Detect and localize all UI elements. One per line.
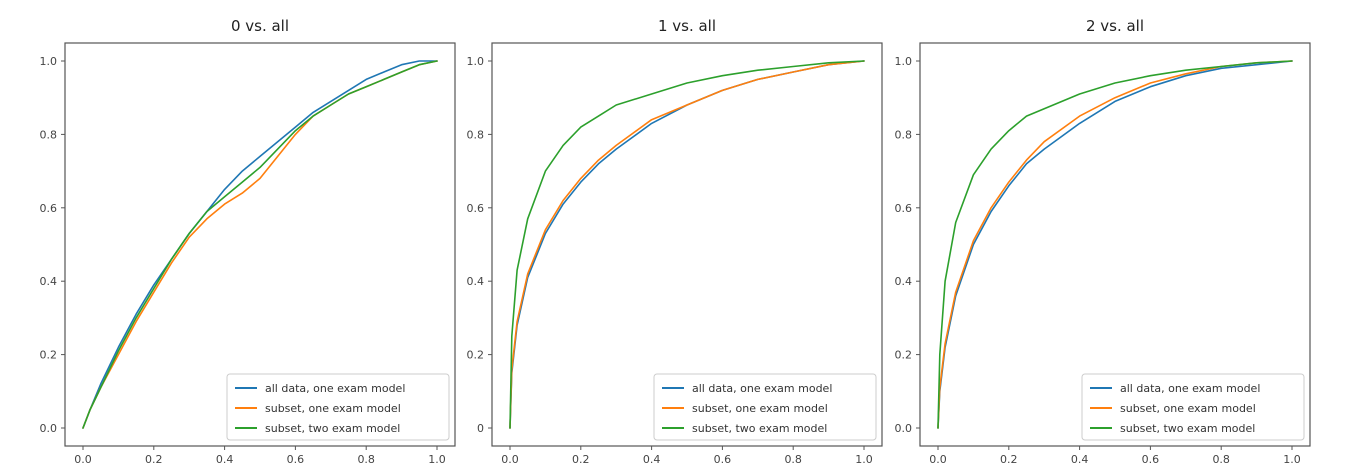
- series-line-2: [82, 60, 438, 429]
- y-tick-label: 0.2: [895, 349, 913, 362]
- legend: all data, one exam model subset, one exam…: [653, 373, 877, 441]
- series-line-2: [509, 60, 865, 429]
- x-tick-label: 0.8: [357, 453, 375, 466]
- x-tick-label: 0.4: [643, 453, 661, 466]
- series-line-2: [937, 60, 1293, 429]
- y-tick-label: 0.4: [895, 275, 913, 288]
- x-tick-label: 0.6: [1142, 453, 1160, 466]
- legend-box: [1081, 373, 1305, 441]
- series-line-0: [82, 60, 438, 429]
- legend-label: subset, two exam model: [1120, 422, 1255, 435]
- panel-0: 0 vs. all 0.0 0.2 0.4 0.6 0.8 1.0 0.0 0.2 0.4 0.6 0…: [40, 17, 456, 466]
- x-tick-label: 0.2: [1000, 453, 1018, 466]
- x-tick-label: 0.6: [714, 453, 732, 466]
- y-tick-label: 0.2: [467, 349, 485, 362]
- series-line-0: [937, 60, 1293, 429]
- x-tick-label: 0.2: [145, 453, 163, 466]
- y-tick-label: 0.6: [467, 202, 485, 215]
- y-tick-label: 0: [477, 422, 484, 435]
- x-tick-label: 0.4: [1071, 453, 1089, 466]
- legend-label: subset, one exam model: [1120, 402, 1256, 415]
- x-tick-label: 1.0: [428, 453, 446, 466]
- series-line-1: [82, 60, 438, 429]
- legend-label: all data, one exam model: [1120, 382, 1260, 395]
- axes-frame: [491, 42, 883, 447]
- y-tick-label: 0.0: [895, 422, 913, 435]
- y-tick-label: 1.0: [467, 55, 485, 68]
- chart-title: 2 vs. all: [1086, 17, 1144, 35]
- x-tick-label: 1.0: [1283, 453, 1301, 466]
- legend-label: subset, one exam model: [265, 402, 401, 415]
- x-tick-label: 0.0: [501, 453, 519, 466]
- legend-label: subset, one exam model: [692, 402, 828, 415]
- x-tick-label: 0.4: [216, 453, 234, 466]
- y-tick-label: 0.8: [467, 128, 485, 141]
- y-tick-label: 0.4: [467, 275, 485, 288]
- panel-2: 2 vs. all 0.0 0.2 0.4 0.6 0.8 1.0 0.0 0.2 0.4 0.6 0…: [895, 17, 1311, 466]
- x-tick-label: 0.2: [572, 453, 590, 466]
- legend: all data, one exam model subset, one exam…: [1081, 373, 1305, 441]
- x-tick-label: 0.8: [784, 453, 802, 466]
- y-tick-label: 0.0: [40, 422, 58, 435]
- x-tick-label: 0.0: [929, 453, 947, 466]
- x-tick-label: 0.6: [287, 453, 305, 466]
- axes-frame: [64, 42, 456, 447]
- series-line-1: [509, 60, 865, 429]
- series-line-0: [509, 60, 865, 429]
- y-tick-label: 1.0: [895, 55, 913, 68]
- y-tick-label: 0.8: [40, 128, 58, 141]
- legend-label: subset, two exam model: [692, 422, 827, 435]
- x-tick-label: 0.0: [74, 453, 92, 466]
- panel-1: 1 vs. all 0.0 0.2 0.4 0.6 0.8 1.0 0 0.2 0.4 0.6 0.8…: [467, 17, 883, 466]
- legend-box: [653, 373, 877, 441]
- y-tick-label: 0.2: [40, 349, 58, 362]
- legend: all data, one exam model subset, one exam…: [226, 373, 450, 441]
- y-tick-label: 0.8: [895, 128, 913, 141]
- axes-frame: [919, 42, 1311, 447]
- x-tick-label: 1.0: [855, 453, 873, 466]
- chart-title: 0 vs. all: [231, 17, 289, 35]
- legend-label: subset, two exam model: [265, 422, 400, 435]
- y-tick-label: 0.4: [40, 275, 58, 288]
- legend-box: [226, 373, 450, 441]
- y-tick-label: 0.6: [895, 202, 913, 215]
- y-tick-label: 0.6: [40, 202, 58, 215]
- legend-label: all data, one exam model: [265, 382, 405, 395]
- chart-title: 1 vs. all: [658, 17, 716, 35]
- legend-label: all data, one exam model: [692, 382, 832, 395]
- x-tick-label: 0.8: [1212, 453, 1230, 466]
- series-line-1: [937, 60, 1293, 429]
- y-tick-label: 1.0: [40, 55, 58, 68]
